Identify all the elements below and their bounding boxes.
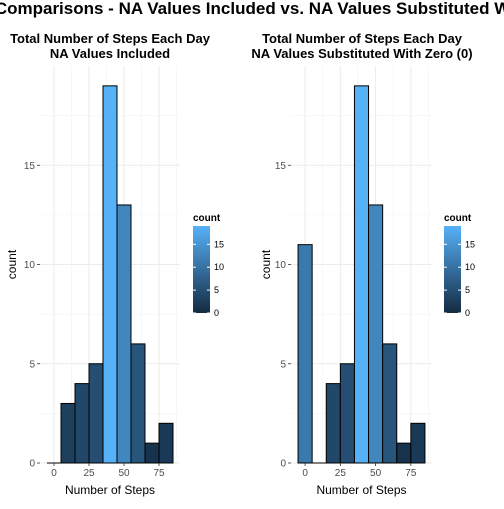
y-axis-label: count bbox=[5, 249, 19, 279]
histogram-bar bbox=[88, 363, 104, 464]
histogram-bar bbox=[339, 363, 355, 464]
chart-subtitle: NA Values Included bbox=[50, 46, 170, 61]
x-tick-label: 75 bbox=[153, 468, 165, 479]
legend-tick-label: 10 bbox=[214, 262, 224, 272]
figure-suptitle: Histogram Comparisons - NA Values Includ… bbox=[0, 0, 504, 18]
colorbar bbox=[193, 226, 210, 313]
histogram-bar bbox=[130, 343, 146, 464]
y-tick-label: 15 bbox=[24, 161, 36, 172]
x-tick-label: 50 bbox=[370, 468, 382, 479]
histogram-bar bbox=[410, 422, 426, 464]
histogram-bar bbox=[60, 402, 76, 464]
x-tick-label: 25 bbox=[83, 468, 95, 479]
x-axis-label: Number of Steps bbox=[65, 483, 155, 497]
chart-subtitle: NA Values Substituted With Zero (0) bbox=[251, 46, 472, 61]
x-tick-label: 0 bbox=[302, 468, 308, 479]
histogram-bar bbox=[116, 204, 132, 464]
y-tick-label: 15 bbox=[275, 161, 287, 172]
histogram-bar bbox=[158, 422, 174, 464]
y-tick-label: 5 bbox=[280, 359, 286, 370]
histogram-bar bbox=[297, 244, 313, 464]
x-tick-label: 0 bbox=[51, 468, 57, 479]
y-axis-label: count bbox=[259, 249, 273, 279]
legend: count 0 5 10 15 bbox=[444, 213, 475, 318]
x-tick-label: 50 bbox=[118, 468, 130, 479]
x-tick-label: 25 bbox=[335, 468, 347, 479]
y-tick-label: 5 bbox=[29, 359, 35, 370]
y-tick-label: 10 bbox=[275, 260, 287, 271]
histogram-bar bbox=[144, 442, 160, 464]
histogram-bar bbox=[382, 343, 398, 464]
colorbar bbox=[444, 226, 461, 313]
chart-title: Total Number of Steps Each Day bbox=[10, 31, 211, 46]
histogram-bar bbox=[368, 204, 384, 464]
histogram-bar bbox=[396, 442, 412, 464]
legend-tick-label: 15 bbox=[214, 239, 224, 249]
y-tick-label: 10 bbox=[24, 260, 36, 271]
legend-tick-label: 5 bbox=[214, 285, 219, 295]
histogram-bar bbox=[102, 85, 118, 464]
histogram-bar bbox=[325, 383, 341, 464]
legend-tick-label: 5 bbox=[465, 285, 470, 295]
legend-tick-label: 0 bbox=[465, 308, 470, 318]
legend-tick-label: 15 bbox=[465, 239, 475, 249]
y-tick-label: 0 bbox=[29, 459, 35, 470]
x-axis-label: Number of Steps bbox=[316, 483, 406, 497]
histogram-bar bbox=[74, 383, 90, 464]
y-tick-label: 0 bbox=[280, 459, 286, 470]
legend-tick-label: 10 bbox=[465, 262, 475, 272]
chart-title: Total Number of Steps Each Day bbox=[262, 31, 463, 46]
x-tick-label: 75 bbox=[405, 468, 417, 479]
legend-title: count bbox=[193, 213, 221, 224]
legend: count 0 5 10 15 bbox=[193, 213, 224, 318]
legend-title: count bbox=[444, 213, 472, 224]
legend-tick-label: 0 bbox=[214, 308, 219, 318]
histogram-bar bbox=[353, 85, 370, 464]
